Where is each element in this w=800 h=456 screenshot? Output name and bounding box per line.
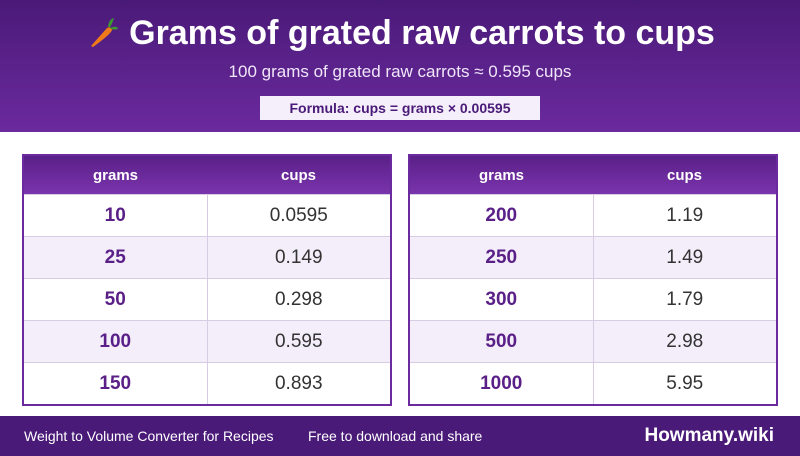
brand: Howmany.wiki — [644, 425, 774, 446]
cell: 150 — [22, 362, 208, 406]
cell: 2.98 — [592, 320, 778, 363]
row: 500 2.98 — [408, 320, 778, 363]
header: Grams of grated raw carrots to cups 100 … — [0, 0, 800, 132]
column-header: grams — [409, 155, 593, 195]
header-row: grams cups — [23, 155, 391, 195]
header-row: grams cups — [409, 155, 777, 195]
title-row: Grams of grated raw carrots to cups — [0, 14, 800, 53]
cell: 0.298 — [206, 278, 392, 321]
cell: 5.95 — [592, 362, 778, 406]
subtitle: 100 grams of grated raw carrots ≈ 0.595 … — [228, 62, 572, 81]
carrot-icon — [91, 18, 119, 47]
cell: 1.49 — [592, 236, 778, 279]
cell: 500 — [408, 320, 594, 363]
cell: 0.893 — [206, 362, 392, 406]
cell: 10 — [22, 194, 208, 237]
footer: Weight to Volume Converter for Recipes F… — [0, 416, 800, 456]
column-header: grams — [23, 155, 207, 195]
cell: 250 — [408, 236, 594, 279]
conversion-table: grams cups 10 0.0595 25 0.149 50 0.298 100 0.595 1… — [22, 154, 392, 406]
title: Grams of grated raw carrots to cups — [129, 14, 715, 52]
cell: 200 — [408, 194, 594, 237]
cell: 25 — [22, 236, 208, 279]
row: 200 1.19 — [408, 194, 778, 237]
row: 1000 5.95 — [408, 362, 778, 406]
cell: 1.19 — [592, 194, 778, 237]
formula: Formula: cups = grams × 0.00595 — [260, 96, 540, 120]
cell: 100 — [22, 320, 208, 363]
footer-text: Free to download and share — [308, 428, 483, 444]
column-header: cups — [207, 155, 391, 195]
row: 250 1.49 — [408, 236, 778, 279]
cell: 1.79 — [592, 278, 778, 321]
cell: 0.149 — [206, 236, 392, 279]
row: 150 0.893 — [22, 362, 392, 406]
cell: 50 — [22, 278, 208, 321]
row: 10 0.0595 — [22, 194, 392, 237]
column-header: cups — [593, 155, 777, 195]
cell: 0.0595 — [206, 194, 392, 237]
row: 300 1.79 — [408, 278, 778, 321]
row: 25 0.149 — [22, 236, 392, 279]
cell: 300 — [408, 278, 594, 321]
footer-text: Weight to Volume Converter for Recipes — [24, 428, 274, 444]
cell: 0.595 — [206, 320, 392, 363]
row: 100 0.595 — [22, 320, 392, 363]
cell: 1000 — [408, 362, 594, 406]
row: 50 0.298 — [22, 278, 392, 321]
conversion-table: grams cups 200 1.19 250 1.49 300 1.79 500 2.98 100… — [408, 154, 778, 406]
